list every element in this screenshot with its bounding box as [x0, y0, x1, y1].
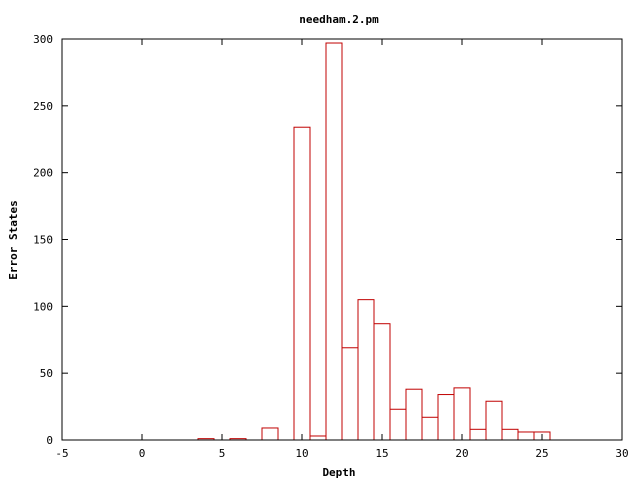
y-tick-label: 150 [33, 234, 53, 247]
bar-depth-10 [293, 126, 311, 441]
bar-depth-13 [341, 347, 359, 441]
bar-depth-11 [309, 435, 327, 441]
bar-depth-20 [453, 387, 471, 441]
y-tick-label: 100 [33, 300, 53, 313]
bar-depth-24 [517, 431, 535, 441]
y-tick-label: 250 [33, 100, 53, 113]
x-axis-label: Depth [322, 466, 355, 479]
y-tick-label: 300 [33, 33, 53, 46]
x-tick-label: 15 [375, 447, 388, 460]
x-tick-label: 5 [219, 447, 226, 460]
bar-depth-21 [469, 428, 487, 441]
y-axis-label: Error States [7, 200, 20, 279]
bar-depth-16 [389, 408, 407, 441]
y-tick-label: 0 [46, 434, 53, 447]
bar-depth-18 [421, 416, 439, 441]
bar-depth-15 [373, 323, 391, 441]
bar-depth-19 [437, 394, 455, 441]
bar-depth-23 [501, 428, 519, 441]
bars-group [197, 42, 551, 441]
bar-depth-8 [261, 427, 279, 441]
ticks-group [61, 38, 623, 441]
x-tick-label: 25 [535, 447, 548, 460]
x-tick-label: 30 [615, 447, 628, 460]
bar-depth-12 [325, 42, 343, 441]
y-tick-label: 50 [40, 367, 53, 380]
chart-title: needham.2.pm [299, 13, 379, 26]
bar-depth-22 [485, 400, 503, 441]
x-tick-label: 10 [295, 447, 308, 460]
x-tick-label: 0 [139, 447, 146, 460]
x-tick-label: -5 [55, 447, 68, 460]
y-tick-label: 200 [33, 167, 53, 180]
bar-depth-17 [405, 388, 423, 441]
x-tick-label: 20 [455, 447, 468, 460]
bar-depth-14 [357, 299, 375, 441]
